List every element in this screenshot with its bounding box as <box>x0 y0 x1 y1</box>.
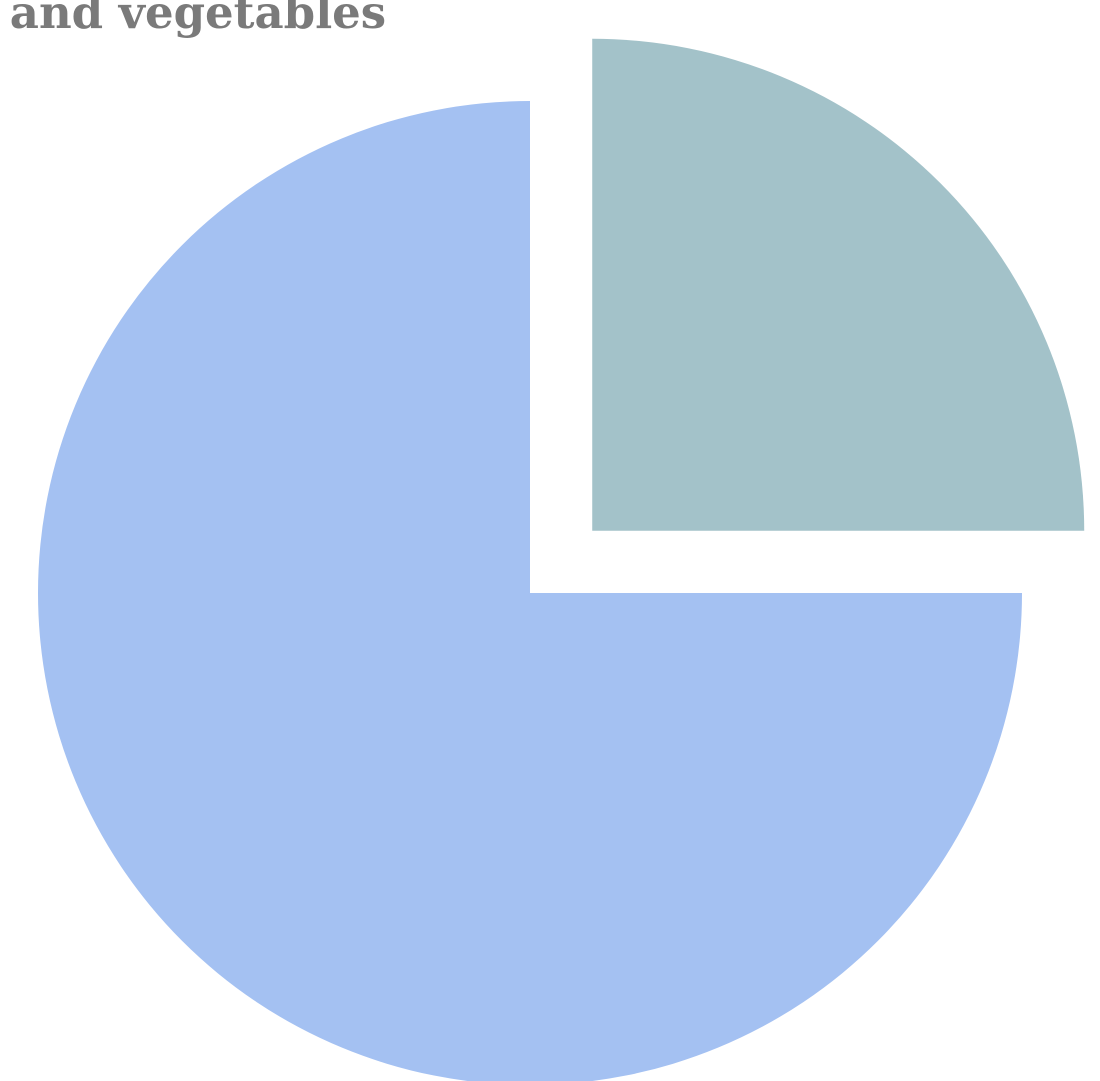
pie-slice-2[interactable] <box>38 101 1022 1081</box>
pie-slice-1[interactable] <box>592 38 1085 531</box>
chart-title: ts and vegetables <box>0 0 387 39</box>
